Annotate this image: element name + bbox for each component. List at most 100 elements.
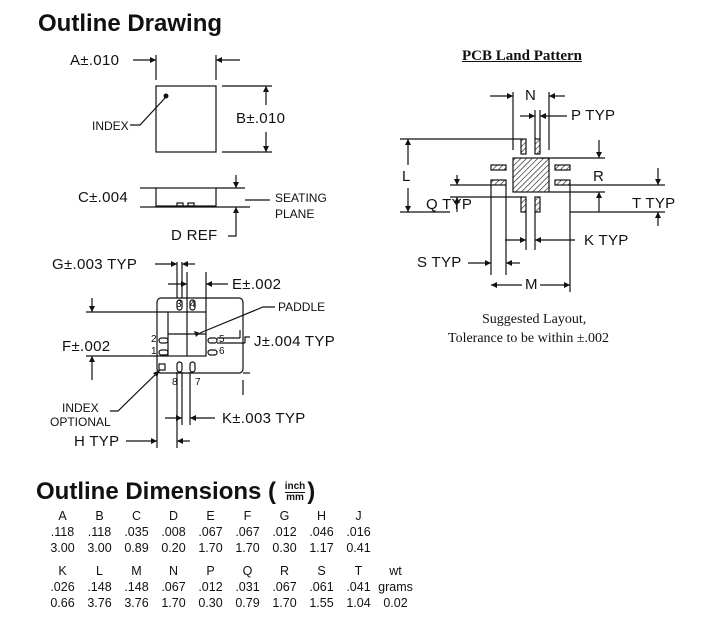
dim-value: .026 — [50, 580, 75, 594]
pcb-note-line-1: Suggested Layout, — [482, 312, 587, 327]
dim-value: 3.00 — [87, 541, 112, 555]
seating-plane-label-2: PLANE — [275, 207, 315, 221]
pcb-dim-m-label: M — [525, 276, 538, 293]
dim-value: .067 — [272, 580, 297, 594]
outline-drawing-title: Outline Drawing — [38, 10, 223, 37]
dim-a-label: A±.010 — [70, 52, 120, 69]
outline-dimensions-text: Outline Dimensions ( — [36, 478, 277, 505]
dim-value: 1.17 — [309, 541, 334, 555]
pcb-dim-r-label: R — [593, 168, 605, 185]
dim-value: 3.76 — [124, 596, 149, 610]
dim-header: S — [317, 564, 326, 578]
pcb-dim-q-label: Q TYP — [426, 196, 473, 213]
dimensions-table-1: A B C D E F G H J .118 .118 .035 .008 .0… — [44, 508, 377, 556]
pcb-land-pattern-title: PCB Land Pattern — [462, 48, 582, 64]
dim-e-label: E±.002 — [232, 276, 282, 293]
dim-c-label: C±.004 — [78, 189, 129, 206]
dim-mm-row-2: 0.66 3.76 3.76 1.70 0.30 0.79 1.70 1.55 … — [44, 595, 414, 611]
dim-headers-row-1: A B C D E F G H J — [44, 508, 377, 524]
dim-header: H — [316, 509, 327, 523]
dim-header: K — [58, 564, 67, 578]
pcb-dim-k-label: K TYP — [584, 232, 629, 249]
dim-inch-row-2: .026 .148 .148 .067 .012 .031 .067 .061 … — [44, 579, 414, 595]
dim-value: 3.76 — [87, 596, 112, 610]
dim-value: 0.20 — [161, 541, 186, 555]
dim-header: A — [58, 509, 67, 523]
dim-header: C — [131, 509, 142, 523]
dim-value: 1.70 — [161, 596, 186, 610]
pcb-dim-t-label: T TYP — [632, 195, 676, 212]
dim-value: .118 — [50, 525, 75, 539]
dim-value: 1.70 — [272, 596, 297, 610]
dim-header: D — [168, 509, 179, 523]
dim-header: G — [279, 509, 290, 523]
dim-header: J — [355, 509, 362, 523]
dim-value: 0.89 — [124, 541, 149, 555]
dim-value: .067 — [161, 580, 186, 594]
unit-mm: mm — [286, 492, 304, 504]
dim-value: 0.79 — [235, 596, 260, 610]
dim-inch-row-1: .118 .118 .035 .008 .067 .067 .012 .046 … — [44, 524, 377, 540]
dim-value: .041 — [346, 580, 371, 594]
unit-fraction: inch mm — [284, 481, 306, 504]
pin-6-label: 6 — [219, 346, 225, 357]
index-optional-label-2: OPTIONAL — [50, 415, 111, 429]
dim-header: F — [243, 509, 252, 523]
dim-value: 1.04 — [346, 596, 371, 610]
unit-inch: inch — [284, 481, 306, 494]
dim-value: 0.66 — [50, 596, 75, 610]
dimensions-table-2: K L M N P Q R S T wt .026 .148 .148 .067… — [44, 563, 414, 611]
dim-value: 0.30 — [198, 596, 223, 610]
dim-value: 3.00 — [50, 541, 75, 555]
dim-value: 0.02 — [383, 596, 408, 610]
dim-header: wt — [389, 564, 402, 578]
dim-header: T — [354, 564, 363, 578]
pcb-dim-l-label: L — [402, 168, 411, 185]
dim-value: .148 — [124, 580, 149, 594]
dim-value: 1.70 — [235, 541, 260, 555]
dim-value: 1.70 — [198, 541, 223, 555]
paddle-label: PADDLE — [278, 300, 326, 314]
pin-8-label: 8 — [172, 377, 178, 388]
pin-3-label: 3 — [176, 299, 182, 310]
dim-k-label: K±.003 TYP — [222, 410, 306, 427]
dim-f-label: F±.002 — [62, 338, 111, 355]
pin-2-label: 2 — [151, 334, 157, 345]
dim-g-label: G±.003 TYP — [52, 256, 138, 273]
pcb-dim-p-label: P TYP — [571, 107, 616, 124]
dim-value: .118 — [87, 525, 112, 539]
dim-value: .067 — [235, 525, 260, 539]
dim-value: grams — [378, 580, 413, 594]
dim-header: R — [279, 564, 290, 578]
dim-h-label: H TYP — [74, 433, 120, 450]
dim-value: .012 — [272, 525, 297, 539]
dim-value: .008 — [161, 525, 186, 539]
pcb-dim-n-label: N — [525, 87, 537, 104]
outline-dimensions-close: ) — [307, 478, 316, 505]
pin-5-label: 5 — [219, 334, 225, 345]
dim-value: .148 — [87, 580, 112, 594]
dim-header: B — [95, 509, 104, 523]
pin-7-label: 7 — [195, 377, 201, 388]
dim-b-label: B±.010 — [236, 110, 286, 127]
dim-header: P — [206, 564, 215, 578]
dim-d-label: D REF — [171, 227, 218, 244]
dim-header: L — [96, 564, 103, 578]
dim-value: .031 — [235, 580, 260, 594]
dim-value: .035 — [124, 525, 149, 539]
dim-headers-row-2: K L M N P Q R S T wt — [44, 563, 414, 579]
package-top-view — [155, 85, 217, 153]
index-label: INDEX — [92, 119, 129, 133]
index-optional-label-1: INDEX — [62, 401, 99, 415]
pin-1-label: 1 — [151, 346, 157, 357]
dim-value: 0.30 — [272, 541, 297, 555]
dim-value: 0.41 — [346, 541, 371, 555]
dim-value: .067 — [198, 525, 223, 539]
dim-mm-row-1: 3.00 3.00 0.89 0.20 1.70 1.70 0.30 1.17 … — [44, 540, 377, 556]
pcb-note-line-2: Tolerance to be within ±.002 — [448, 331, 610, 346]
dim-header: E — [206, 509, 215, 523]
dim-value: .016 — [346, 525, 371, 539]
dim-value: .046 — [309, 525, 334, 539]
outline-dimensions-title: Outline Dimensions ( inch mm ) — [36, 478, 315, 506]
